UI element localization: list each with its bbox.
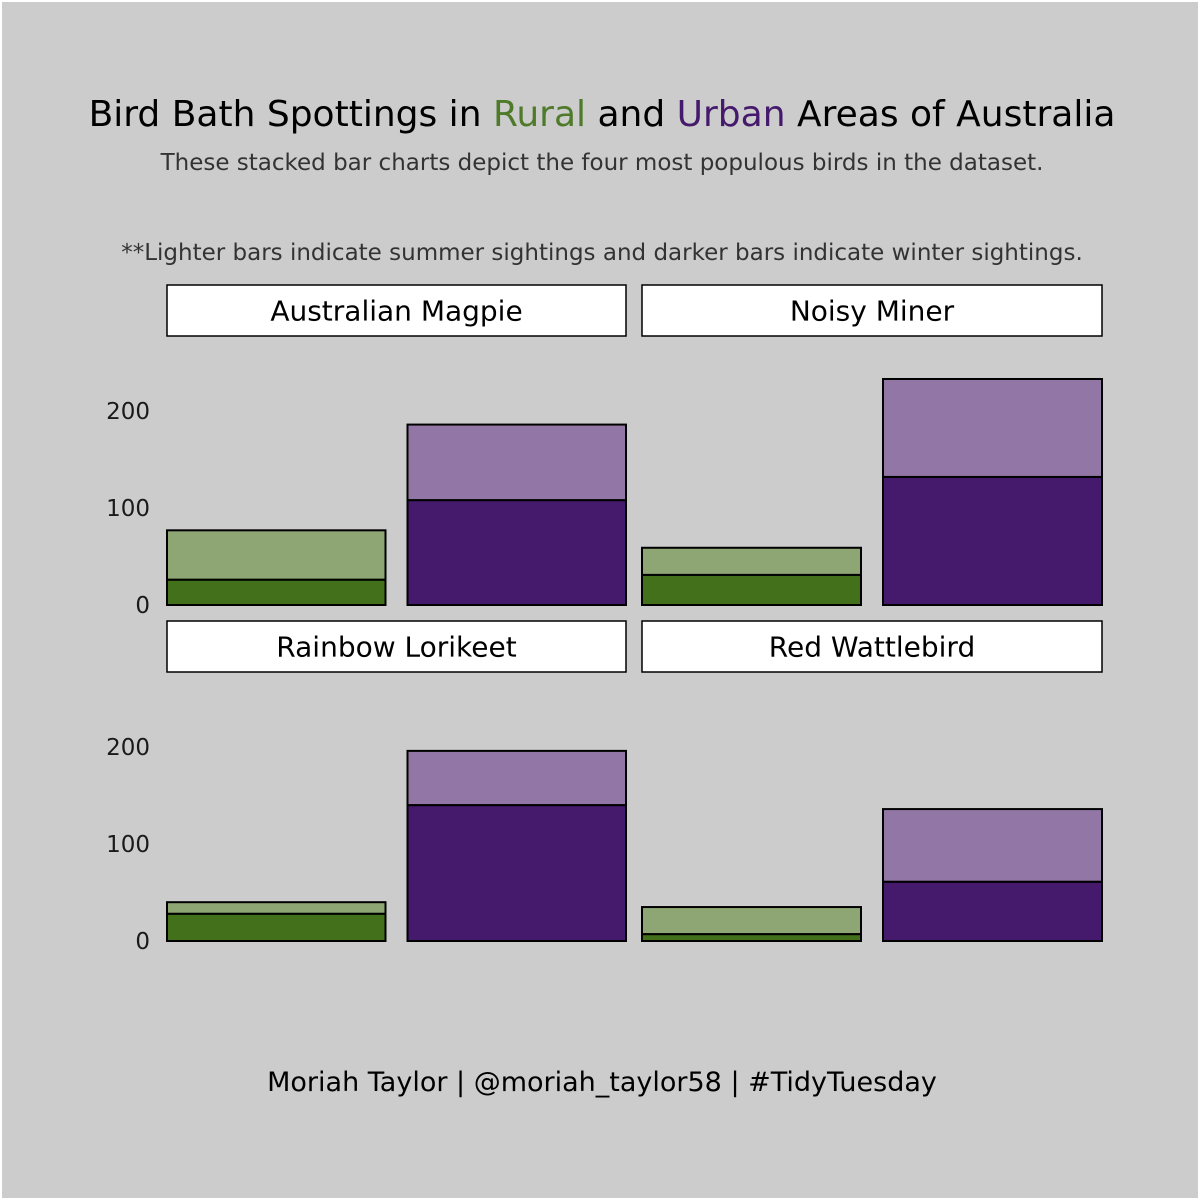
chart-note: **Lighter bars indicate summer sightings…	[121, 240, 1083, 266]
y-tick-label-row2-200: 200	[106, 735, 150, 761]
bar-noisy-miner-urban-summer	[882, 377, 1103, 478]
strip-label-rainbow-lorikeet: Rainbow Lorikeet	[276, 631, 516, 664]
title-part-2: and	[586, 94, 677, 135]
y-tick-label-row1-0: 0	[135, 593, 150, 619]
y-tick-label-row1-100: 100	[106, 496, 150, 522]
bar-australian-magpie-urban-winter	[406, 499, 627, 606]
strip-label-australian-magpie: Australian Magpie	[270, 295, 522, 328]
chart-title: Bird Bath Spottings in Rural and Urban A…	[2, 94, 1200, 135]
bar-noisy-miner-rural-winter	[641, 573, 862, 606]
bar-rainbow-lorikeet-urban-winter	[406, 804, 627, 943]
title-part-3: Areas of Australia	[785, 94, 1116, 135]
strip-label-noisy-miner: Noisy Miner	[790, 295, 955, 328]
bar-rainbow-lorikeet-rural-winter	[166, 912, 387, 943]
y-tick-label-row2-100: 100	[106, 832, 150, 858]
title-urban: Urban	[676, 94, 786, 135]
bar-noisy-miner-urban-winter	[882, 475, 1103, 606]
y-tick-label-row2-0: 0	[135, 929, 150, 955]
bar-rainbow-lorikeet-urban-summer	[406, 749, 627, 807]
strip-red-wattlebird	[641, 620, 1103, 673]
bar-australian-magpie-rural-summer	[166, 529, 387, 581]
strip-rainbow-lorikeet	[166, 620, 627, 673]
bar-red-wattlebird-rural-winter	[641, 933, 862, 943]
bar-australian-magpie-rural-winter	[166, 578, 387, 607]
strip-noisy-miner	[641, 284, 1103, 337]
strip-label-red-wattlebird: Red Wattlebird	[769, 631, 975, 664]
strip-australian-magpie	[166, 284, 627, 337]
bar-rainbow-lorikeet-rural-summer	[166, 901, 387, 915]
bar-noisy-miner-rural-summer	[641, 546, 862, 576]
title-part-1: Bird Bath Spottings in	[88, 94, 493, 135]
bar-red-wattlebird-urban-summer	[882, 808, 1103, 883]
bar-australian-magpie-urban-summer	[406, 423, 627, 502]
chart-subtitle: These stacked bar charts depict the four…	[160, 150, 1044, 176]
bar-red-wattlebird-rural-summer	[641, 906, 862, 936]
y-tick-label-row1-200: 200	[106, 399, 150, 425]
bar-red-wattlebird-urban-winter	[882, 880, 1103, 943]
title-rural: Rural	[492, 94, 587, 135]
chart-caption: Moriah Taylor | @moriah_taylor58 | #Tidy…	[267, 1067, 937, 1098]
